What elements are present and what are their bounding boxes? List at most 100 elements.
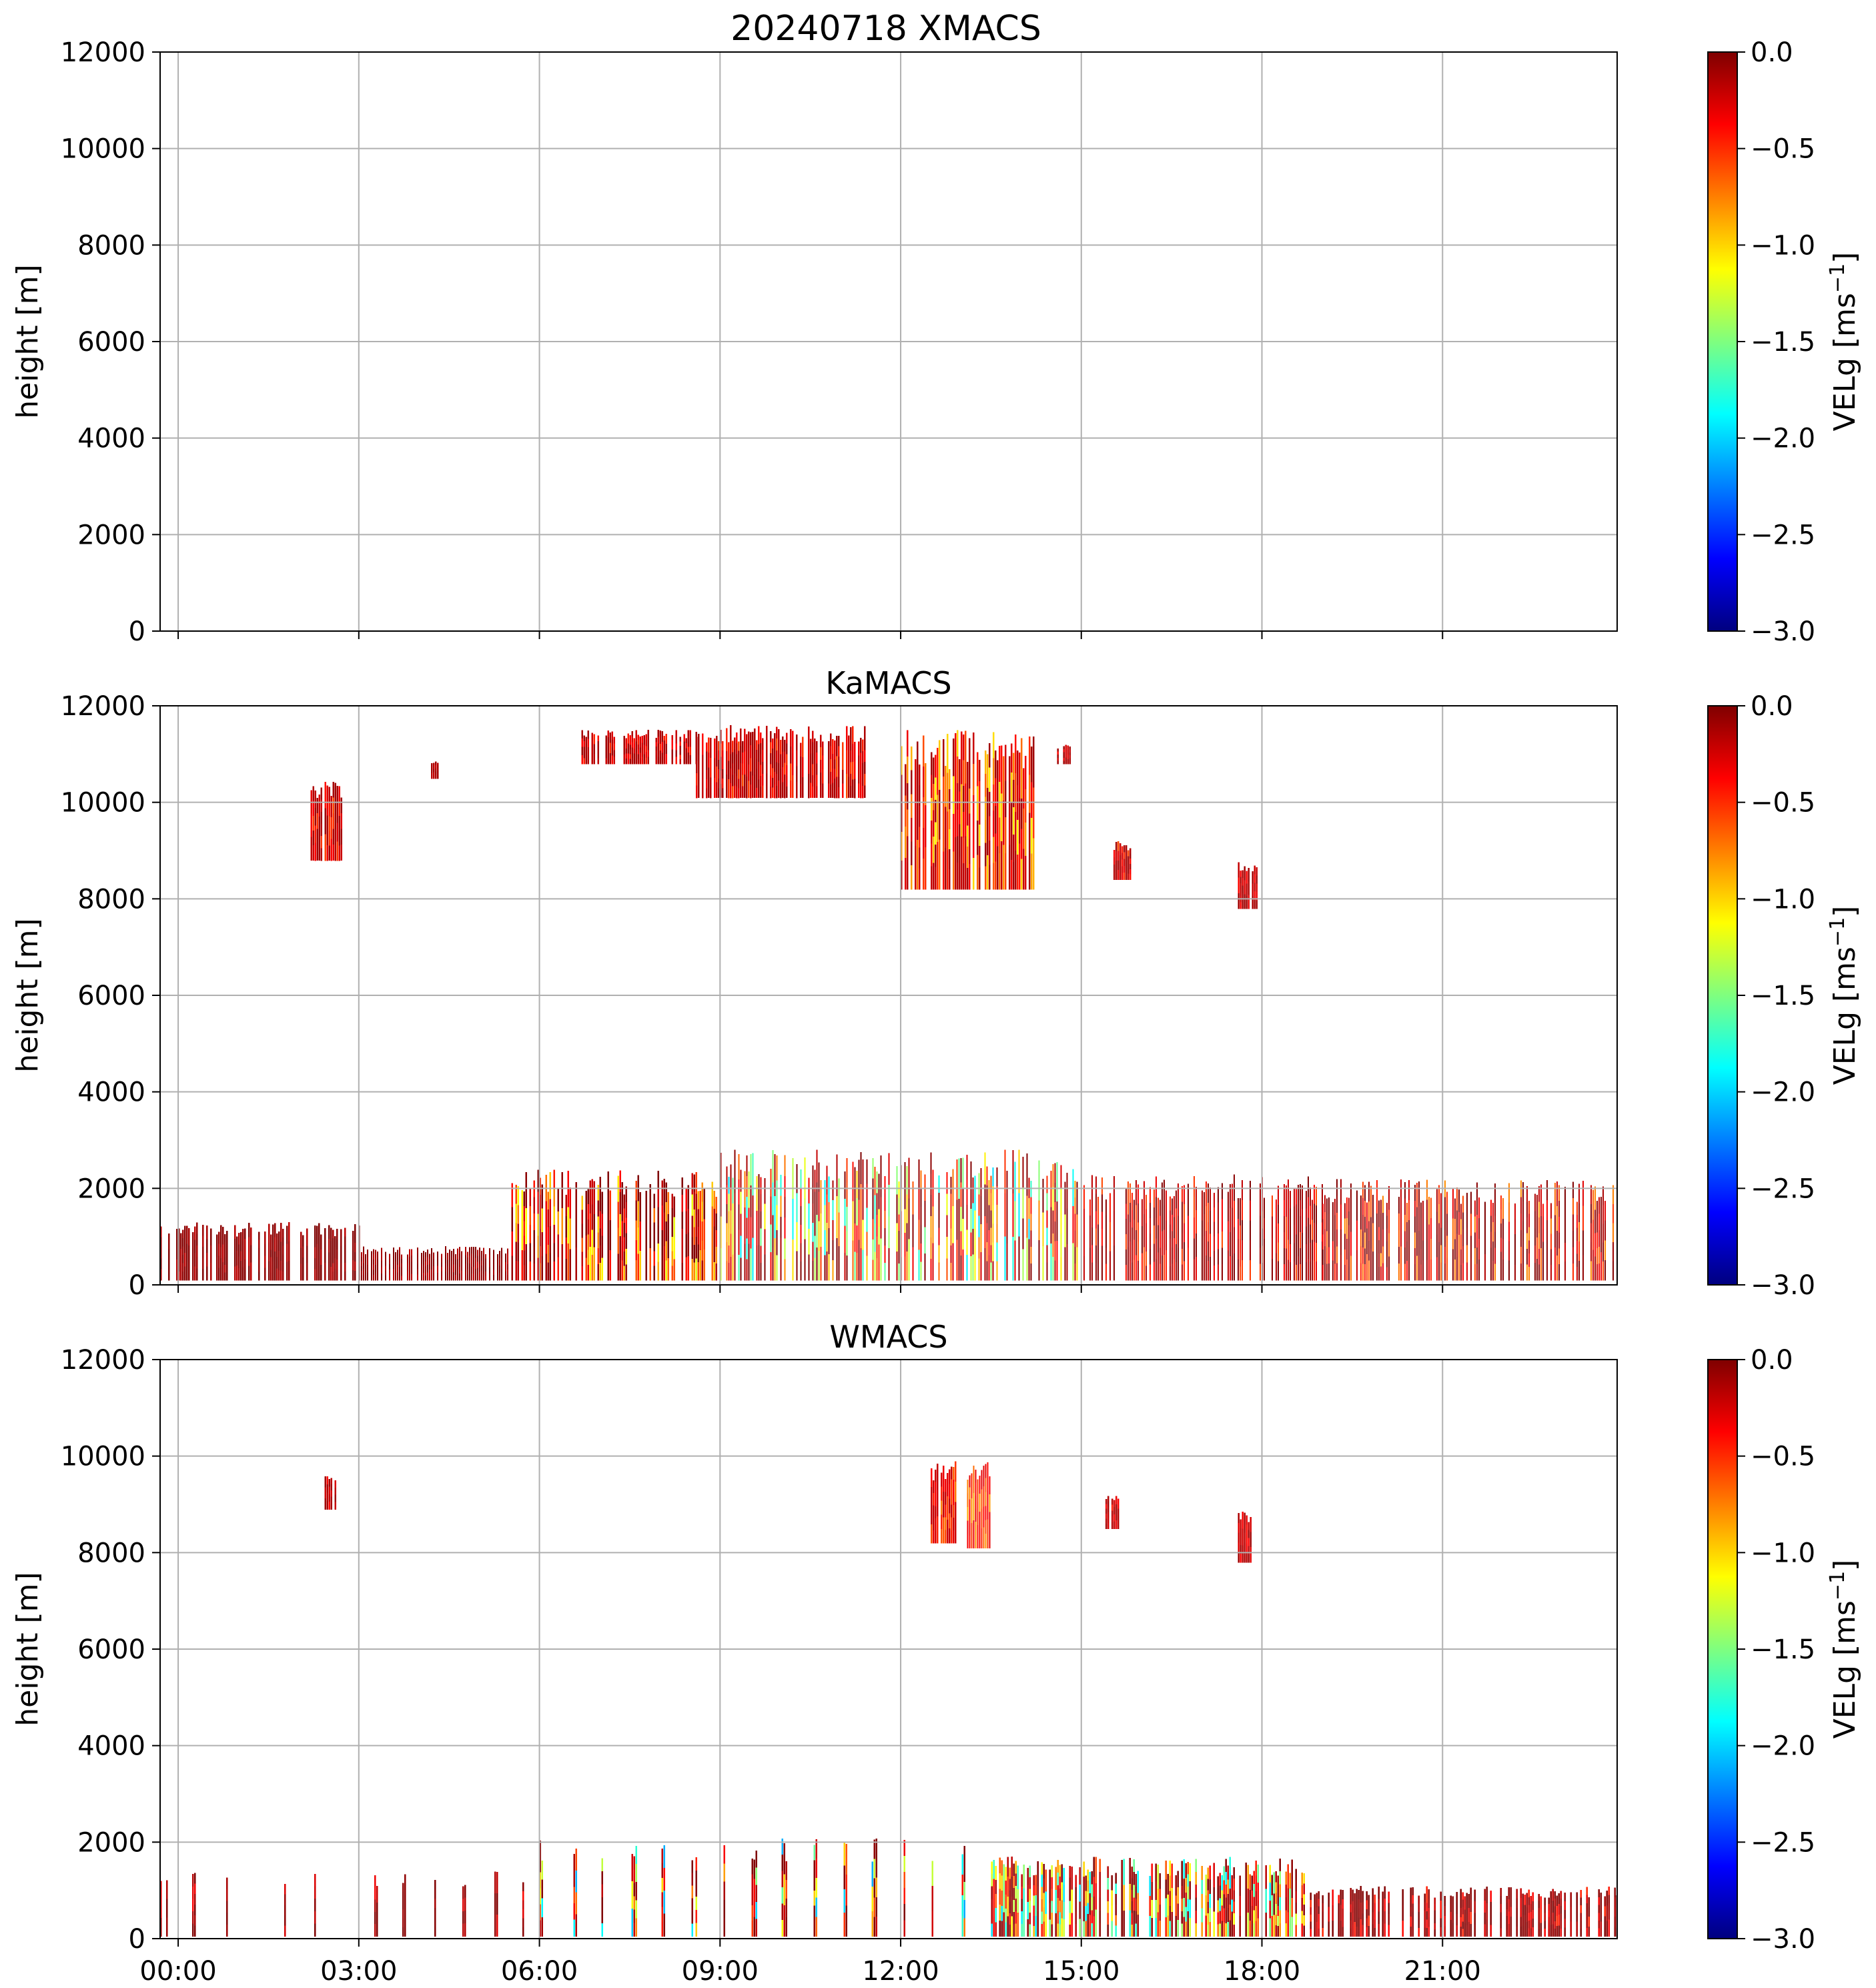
- data-cell: [581, 730, 584, 739]
- data-cell: [1129, 1222, 1131, 1242]
- data-cell: [888, 1153, 890, 1185]
- data-cell: [1538, 1901, 1540, 1909]
- data-cell: [1476, 1215, 1478, 1232]
- data-cell: [1532, 1927, 1534, 1937]
- data-cell: [1149, 1875, 1151, 1897]
- data-cell: [1279, 1910, 1281, 1924]
- data-cell: [740, 1169, 742, 1193]
- colorbar-tick-label: −3.0: [1751, 1924, 1815, 1955]
- data-cell: [820, 785, 822, 799]
- data-cell: [946, 1172, 948, 1195]
- data-cell: [280, 1270, 282, 1281]
- data-cell: [639, 1250, 641, 1281]
- data-cell: [234, 1225, 236, 1239]
- data-cell: [1500, 1928, 1502, 1937]
- data-cell: [987, 788, 989, 823]
- data-cell: [1378, 1899, 1380, 1912]
- data-cell: [854, 779, 856, 799]
- data-cell: [1125, 1188, 1127, 1205]
- data-cell: [1023, 1912, 1025, 1937]
- data-cell: [996, 1242, 998, 1262]
- data-cell: [1534, 1193, 1536, 1212]
- data-cell: [740, 1235, 742, 1259]
- data-cell: [1586, 1903, 1588, 1913]
- data-cell: [748, 1171, 750, 1209]
- data-cell: [834, 778, 836, 789]
- data-cell: [1398, 1229, 1400, 1248]
- data-cell: [800, 1243, 802, 1262]
- data-cell: [953, 1530, 955, 1544]
- data-cell: [969, 1523, 971, 1536]
- data-cell: [408, 1249, 411, 1258]
- data-cell: [1127, 873, 1129, 881]
- data-cell: [1458, 1257, 1460, 1281]
- data-cell: [693, 1191, 695, 1210]
- data-cell: [1295, 1250, 1298, 1266]
- data-cell: [1546, 1219, 1548, 1241]
- data-cell: [340, 829, 342, 845]
- data-cell: [744, 728, 746, 753]
- data-cell: [1021, 738, 1023, 769]
- data-cell: [967, 1493, 969, 1508]
- data-cell: [1456, 1903, 1458, 1915]
- data-cell: [985, 1520, 987, 1534]
- data-cell: [220, 1258, 222, 1270]
- data-cell: [736, 732, 738, 744]
- data-cell: [1109, 1193, 1111, 1223]
- data-cell: [192, 1248, 194, 1265]
- data-cell: [912, 1247, 914, 1281]
- data-cell: [609, 1250, 611, 1281]
- data-cell: [661, 753, 664, 765]
- data-cell: [975, 1534, 977, 1548]
- data-cell: [1490, 1199, 1492, 1217]
- data-cell: [1356, 1190, 1358, 1221]
- data-cell: [1604, 1220, 1606, 1241]
- data-cell: [1295, 1265, 1298, 1281]
- data-cell: [1362, 1231, 1364, 1248]
- data-cell: [843, 1889, 845, 1913]
- colorbar-tick-label: −0.5: [1751, 788, 1815, 819]
- data-cell: [1005, 1881, 1007, 1895]
- data-cell: [665, 1260, 667, 1281]
- data-cell: [695, 1897, 697, 1911]
- data-cell: [464, 1885, 466, 1899]
- data-cell: [1500, 1888, 1502, 1897]
- data-cell: [176, 1249, 178, 1260]
- data-cell: [270, 1265, 272, 1274]
- figure-title: 20240718 XMACS: [731, 9, 1041, 49]
- data-cell: [1123, 1910, 1125, 1937]
- data-cell: [464, 1910, 466, 1924]
- data-cell: [815, 1859, 817, 1879]
- data-cell: [1027, 1885, 1029, 1903]
- data-cell: [1368, 1905, 1370, 1917]
- data-cell: [750, 732, 752, 746]
- data-cell: [1324, 1212, 1326, 1230]
- data-cell: [967, 804, 969, 827]
- data-cell: [999, 1905, 1001, 1921]
- data-cell: [462, 1899, 464, 1912]
- data-cell: [663, 1891, 665, 1915]
- data-cell: [585, 757, 588, 765]
- data-cell: [1338, 1911, 1340, 1921]
- data-cell: [1492, 1222, 1494, 1242]
- data-cell: [937, 1463, 939, 1491]
- data-cell: [884, 1193, 886, 1211]
- y-tick-label: 2000: [77, 520, 145, 550]
- data-cell: [496, 1264, 499, 1270]
- data-cell: [605, 758, 608, 765]
- data-cell: [949, 849, 951, 870]
- data-cell: [949, 769, 951, 790]
- data-cell: [1460, 1250, 1462, 1266]
- data-cell: [1244, 1552, 1246, 1563]
- data-cell: [506, 1264, 509, 1270]
- data-cell: [981, 1508, 983, 1529]
- data-cell: [1602, 1205, 1604, 1225]
- data-cell: [585, 1258, 587, 1281]
- data-cell: [957, 836, 959, 863]
- data-cell: [384, 1252, 387, 1258]
- data-cell: [1115, 1873, 1117, 1885]
- data-cell: [810, 738, 812, 755]
- data-cell: [458, 1253, 461, 1261]
- data-cell: [1596, 1248, 1598, 1265]
